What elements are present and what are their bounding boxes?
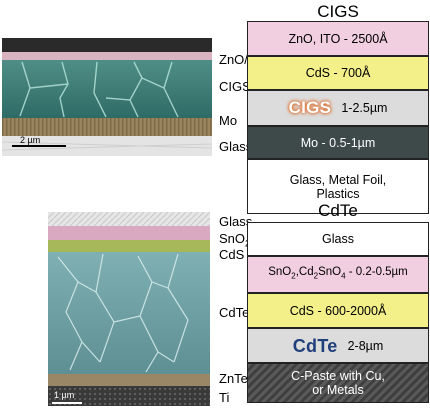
cdte-scale-bar [52, 402, 82, 404]
cdte-layer-tco: SnO2,Cd2SnO4 - 0.2-0.5µm [247, 256, 429, 293]
cdte-scale-label: 1 µm [54, 390, 75, 400]
cigs-stack-title: CIGS [317, 2, 359, 21]
cdte-label-cds: CdS [219, 247, 245, 262]
cigs-scale-label: 2 µm [20, 135, 41, 145]
cdte-layer-contact: C-Paste with Cu, or Metals [247, 363, 429, 403]
cdte-tco-text: SnO2,Cd2SnO4 - 0.2-0.5µm [268, 265, 408, 283]
cdte-tco-d: - 0.2-0.5µm [345, 266, 408, 279]
cigs-layer-mo: Mo - 0.5-1µm [247, 126, 429, 159]
cdte-stack-title: CdTe [318, 201, 358, 220]
cigs-layer-absorber: CIGS 1-2.5µm [247, 90, 429, 126]
cigs-label-glass: Glass [219, 139, 253, 154]
cdte-tco-b: ,Cd [295, 266, 314, 279]
cigs-layer-substrate: Glass, Metal Foil, Plastics [247, 159, 429, 214]
cdte-layer-glass-text: Glass [322, 232, 354, 246]
cigs-absorber-thickness: 1-2.5µm [341, 101, 388, 115]
cigs-micrograph [2, 38, 212, 156]
cdte-tco-a-sub: 2 [291, 271, 296, 281]
cigs-layer-cds-text: CdS - 700Å [305, 66, 371, 80]
cigs-layer-zno-text: ZnO, ITO - 2500Å [288, 31, 388, 46]
cigs-label-cigs: CIGS [219, 79, 251, 94]
cigs-layer-zno: ZnO, ITO - 2500Å [247, 21, 429, 56]
cdte-tco-a: SnO [268, 266, 292, 279]
cdte-label-sno2-base: SnO [219, 231, 246, 246]
cdte-layer-cds-text: CdS - 600-2000Å [289, 303, 387, 318]
cigs-label-mo: Mo [219, 113, 238, 128]
cdte-tco-b-sub: 2 [313, 271, 319, 281]
cdte-label-ti: Ti [219, 390, 230, 405]
cdte-micrograph [48, 212, 210, 406]
cdte-layer-glass: Glass [247, 222, 429, 256]
cigs-scale-bar [12, 145, 66, 147]
cdte-label-cdte: CdTe [219, 305, 250, 320]
cdte-layer-cds: CdS - 600-2000Å [247, 293, 429, 328]
cigs-substrate-line1: Glass, Metal Foil, [289, 172, 387, 187]
cdte-absorber-thickness: 2-8µm [347, 338, 384, 353]
cigs-substrate-line2: Plastics [316, 186, 360, 201]
cdte-absorber-name: CdTe [292, 335, 338, 356]
cdte-tco-c: SnO [318, 266, 342, 279]
cigs-layer-cds: CdS - 700Å [247, 56, 429, 90]
cdte-tco-c-sub: 4 [341, 271, 346, 281]
cigs-layer-mo-text: Mo - 0.5-1µm [300, 135, 376, 150]
cdte-contact-line2: or Metals [312, 383, 364, 397]
cdte-label-glass: Glass [219, 214, 253, 229]
cdte-layer-absorber: CdTe 2-8µm [247, 328, 429, 363]
cdte-contact-line1: C-Paste with Cu, [291, 369, 385, 383]
cigs-absorber-name: CIGS [288, 98, 332, 117]
